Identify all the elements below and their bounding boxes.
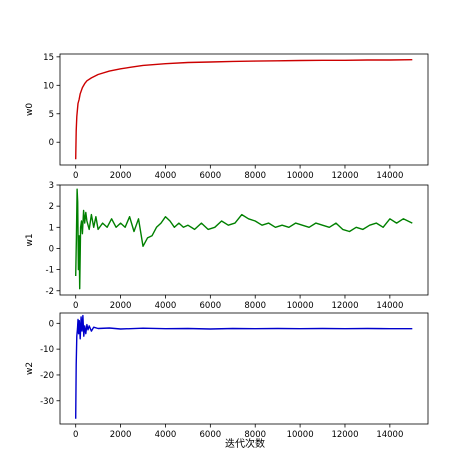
panel-w0: 0 2000 4000 6000 8000 10000 12000 14000 0 5 10 15 w0 (25, 53, 429, 181)
x-tick-label: 6000 (200, 301, 222, 311)
x-tick-label: 0 (73, 430, 78, 440)
x-axis-label: 迭代次数 (225, 437, 265, 450)
x-tick-label: 6000 (200, 430, 222, 440)
panel-w1: 0 2000 4000 6000 8000 10000 12000 14000 -2 -1 0 1 2 3… (25, 181, 429, 311)
x-tick-label: 2000 (110, 430, 132, 440)
x-tick-label: 10000 (287, 171, 314, 181)
y-tick-label: 1 (49, 223, 54, 233)
x-tick-label: 14000 (376, 430, 403, 440)
y-tick-label: 5 (49, 110, 54, 120)
x-tick-label: 4000 (155, 301, 177, 311)
axes-frame (59, 312, 429, 425)
y-axis-label: w2 (25, 362, 35, 375)
axes-frame (59, 184, 429, 296)
x-tick-label: 8000 (244, 430, 266, 440)
y-tick-label: 0 (49, 244, 54, 254)
y-tick-label: 2 (49, 202, 54, 212)
y-tick-label: 15 (43, 53, 54, 63)
panel-w2: 0 2000 4000 6000 8000 10000 12000 14000 0 -10 -20 -… (25, 312, 429, 440)
y-tick-label: -30 (40, 397, 54, 407)
x-tick-label: 12000 (331, 430, 358, 440)
x-tick-label: 4000 (155, 171, 177, 181)
x-tick-label: 0 (73, 171, 78, 181)
x-tick-label: 2000 (110, 171, 132, 181)
x-tick-label: 2000 (110, 301, 132, 311)
x-tick-label: 0 (73, 301, 78, 311)
axes-frame (59, 53, 429, 166)
y-tick-label: -20 (40, 371, 54, 381)
x-tick-label: 12000 (331, 171, 358, 181)
x-tick-label: 14000 (376, 301, 403, 311)
series-line-w0 (75, 59, 413, 160)
x-tick-label: 12000 (331, 301, 358, 311)
y-tick-label: -1 (46, 266, 54, 276)
series-line-w1 (75, 188, 413, 290)
y-tick-label: 10 (43, 81, 54, 91)
y-tick-label: 0 (49, 319, 54, 329)
x-tick-label: 8000 (244, 171, 266, 181)
y-tick-label: 0 (49, 138, 54, 148)
y-axis-label: w1 (25, 233, 35, 246)
x-tick-label: 6000 (200, 171, 222, 181)
x-tick-label: 10000 (287, 301, 314, 311)
y-axis-label: w0 (25, 103, 35, 116)
x-tick-label: 14000 (376, 171, 403, 181)
x-tick-label: 4000 (155, 430, 177, 440)
y-tick-label: -2 (46, 287, 54, 297)
x-tick-label: 10000 (287, 430, 314, 440)
series-line-w2 (75, 314, 413, 419)
y-tick-label: 3 (49, 181, 54, 191)
y-tick-label: -10 (40, 345, 54, 355)
x-tick-label: 8000 (244, 301, 266, 311)
